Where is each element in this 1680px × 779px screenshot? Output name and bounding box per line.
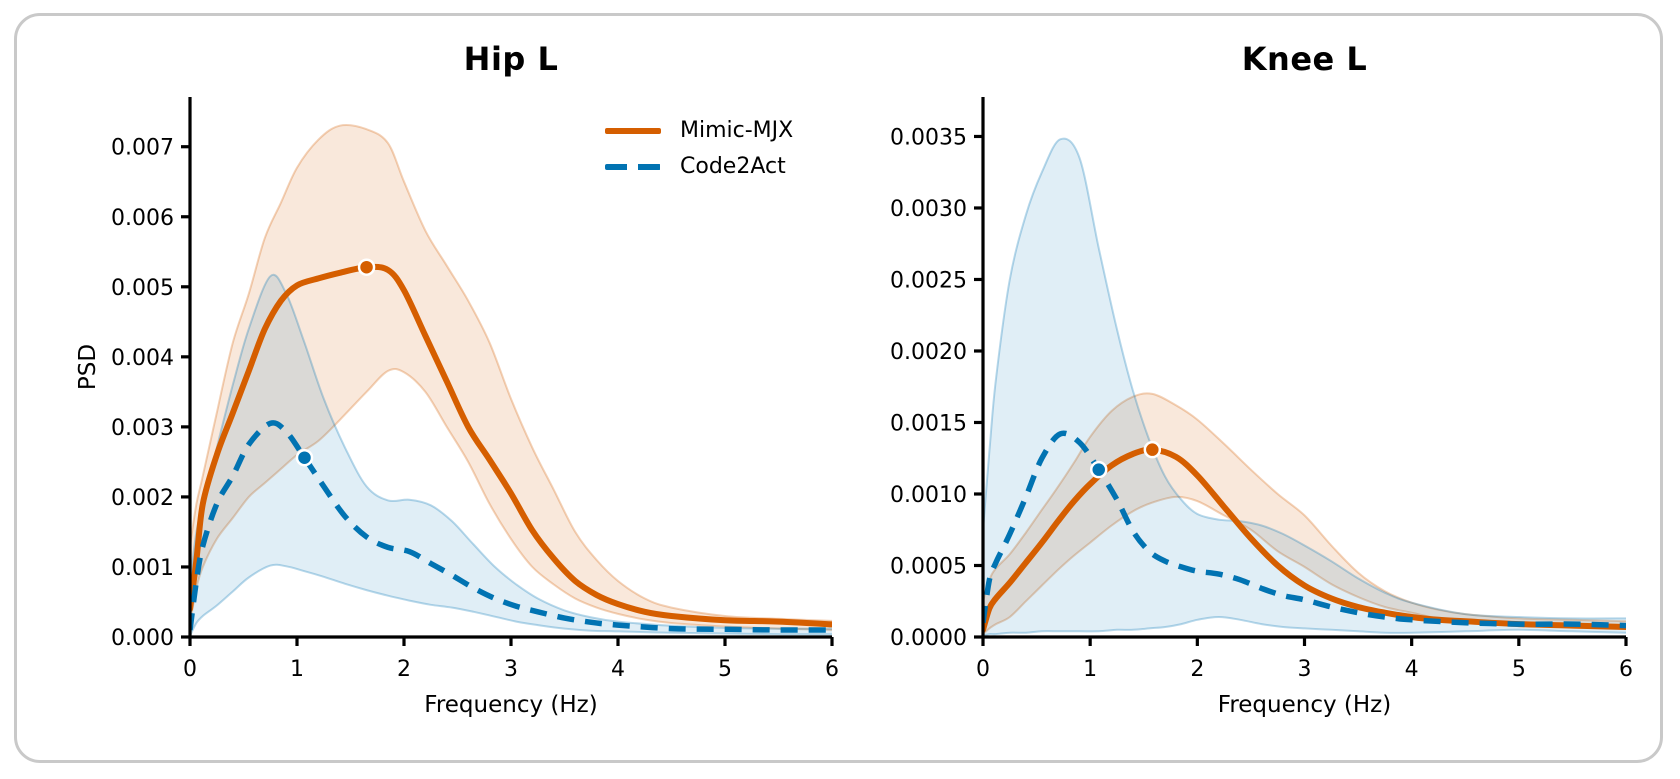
svg-text:3: 3 — [1298, 657, 1312, 682]
tick-labels: 0 1 2 3 4 5 6 0.0000 0.0005 0.0010 0.0015 0.0020 0.0… — [890, 125, 1633, 682]
tick-labels: 0 1 2 3 4 5 6 0.000 0.001 0.002 0.003 0.004 0.005 0.0… — [111, 136, 839, 682]
code2act-peak-marker — [295, 448, 314, 467]
svg-text:2: 2 — [1190, 657, 1204, 682]
svg-text:0.0035: 0.0035 — [890, 125, 967, 150]
svg-text:0.0015: 0.0015 — [890, 411, 967, 436]
svg-text:0.0025: 0.0025 — [890, 268, 967, 293]
legend-item-mimic-mjx: Mimic-MJX — [605, 113, 793, 149]
svg-text:1: 1 — [290, 657, 304, 682]
code2act-peak-marker — [1089, 460, 1108, 479]
legend-item-code2act: Code2Act — [605, 149, 793, 185]
code2act-line — [983, 430, 1626, 629]
svg-text:3: 3 — [504, 657, 518, 682]
svg-text:0.004: 0.004 — [111, 346, 174, 371]
svg-text:0.0030: 0.0030 — [890, 197, 967, 222]
axes — [181, 97, 834, 646]
svg-text:0.0010: 0.0010 — [890, 483, 967, 508]
svg-text:2: 2 — [397, 657, 411, 682]
svg-text:0.003: 0.003 — [111, 416, 174, 441]
legend: Mimic-MJX Code2Act — [605, 113, 793, 185]
svg-text:0.005: 0.005 — [111, 276, 174, 301]
svg-text:4: 4 — [611, 657, 625, 682]
legend-label-mimic-mjx: Mimic-MJX — [680, 118, 794, 143]
svg-text:0.001: 0.001 — [111, 556, 174, 581]
svg-text:0.002: 0.002 — [111, 486, 174, 511]
svg-text:0.000: 0.000 — [111, 626, 174, 651]
svg-text:0.007: 0.007 — [111, 136, 174, 161]
axes — [974, 97, 1628, 646]
knee-l-xlabel: Frequency (Hz) — [1217, 692, 1392, 718]
svg-text:0.0020: 0.0020 — [890, 340, 967, 365]
mimic-mjx-line — [190, 263, 832, 628]
svg-text:0.006: 0.006 — [111, 206, 174, 231]
knee-l-title: Knee L — [1241, 40, 1368, 78]
mimic-mjx-peak-marker — [357, 258, 376, 276]
svg-text:0.0000: 0.0000 — [890, 626, 967, 651]
hip-l-plot: 0 1 2 3 4 5 6 0.000 0.001 0.002 0.003 0.004 0.005 0.0… — [111, 97, 839, 682]
svg-text:4: 4 — [1405, 657, 1419, 682]
mimic-mjx-peak-marker — [1143, 440, 1162, 459]
mimic-mjx-line-swatch — [605, 128, 661, 134]
code2act-band — [983, 138, 1626, 636]
code2act-line — [190, 420, 832, 633]
svg-text:6: 6 — [825, 657, 839, 682]
hip-l-title: Hip L — [463, 40, 559, 78]
svg-text:5: 5 — [718, 657, 732, 682]
code2act-band — [190, 274, 832, 636]
svg-text:0.0005: 0.0005 — [890, 554, 967, 579]
code2act-line-swatch — [605, 164, 661, 170]
hip-l-xlabel: Frequency (Hz) — [424, 692, 598, 718]
svg-text:5: 5 — [1512, 657, 1526, 682]
svg-text:0: 0 — [976, 657, 990, 682]
mimic-mjx-band — [190, 125, 832, 631]
legend-label-code2act: Code2Act — [680, 154, 786, 179]
psd-ylabel: PSD — [75, 343, 101, 391]
svg-text:0: 0 — [183, 657, 197, 682]
svg-text:6: 6 — [1619, 657, 1633, 682]
knee-l-plot: 0 1 2 3 4 5 6 0.0000 0.0005 0.0010 0.0015 0.0020 0.0… — [890, 97, 1633, 682]
svg-text:1: 1 — [1083, 657, 1097, 682]
